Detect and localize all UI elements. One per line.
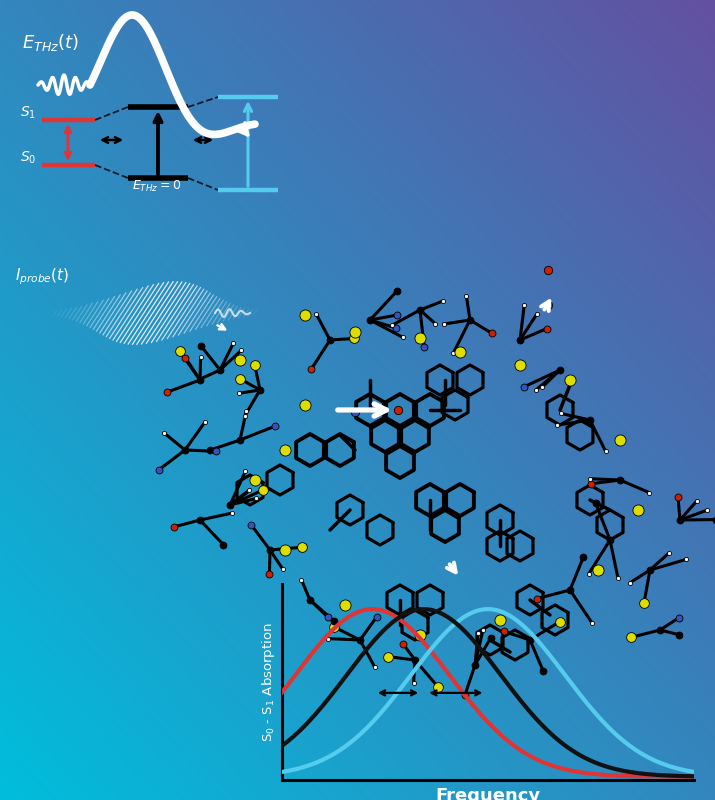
Text: $E_{THz}= 0$: $E_{THz}= 0$ — [132, 179, 181, 194]
Text: $E_{THz}(t)$: $E_{THz}(t)$ — [22, 32, 79, 53]
Text: $S_0$: $S_0$ — [20, 150, 36, 166]
Y-axis label: S$_0$ - S$_1$ Absorption: S$_0$ - S$_1$ Absorption — [260, 622, 277, 742]
Text: $S_1$: $S_1$ — [20, 105, 36, 122]
X-axis label: Frequency: Frequency — [435, 787, 541, 800]
Text: $I_{probe}(t)$: $I_{probe}(t)$ — [15, 266, 69, 286]
